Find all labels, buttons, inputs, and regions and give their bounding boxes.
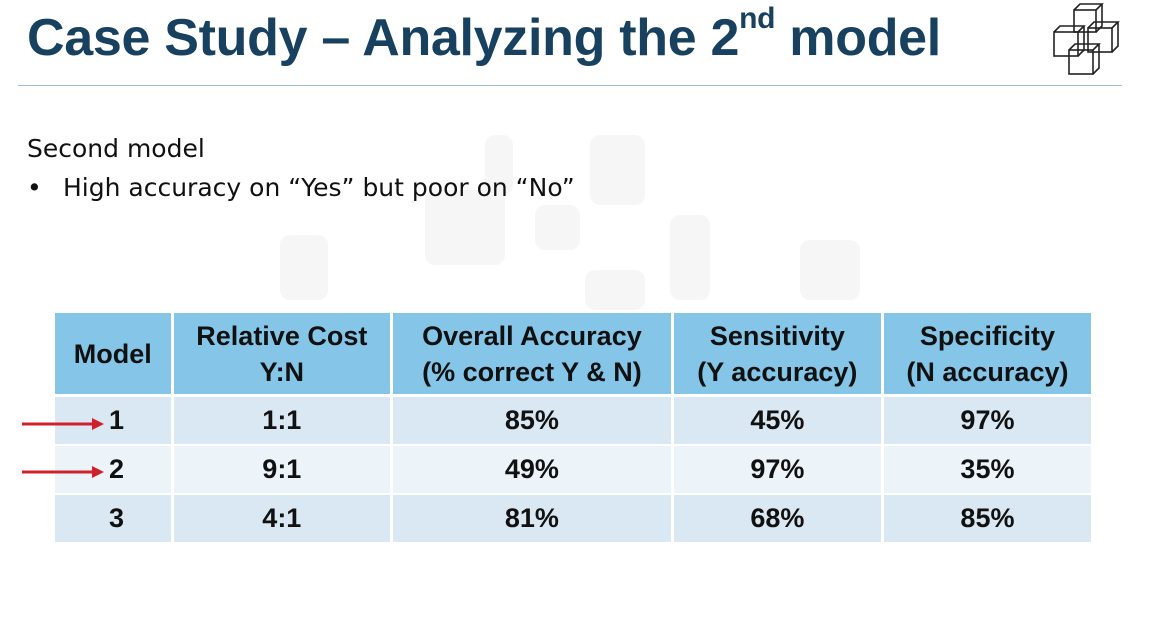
title-divider <box>18 85 1122 86</box>
subheading: Second model <box>27 134 205 163</box>
bullet-symbol: • <box>27 173 42 202</box>
watermark-shape <box>485 135 513 195</box>
arrow-right-icon <box>22 418 104 430</box>
cell-overall: 81% <box>393 495 671 544</box>
cell-cost: 4:1 <box>173 495 391 544</box>
header-label: Relative Cost <box>196 320 368 351</box>
cell-model: 1 <box>55 397 171 446</box>
header-label: Specificity <box>919 320 1055 351</box>
cell-specificity: 97% <box>883 397 1091 446</box>
bullet-text: High accuracy on “Yes” but poor on “No” <box>63 173 575 202</box>
watermark-shape <box>425 190 505 265</box>
header-sublabel: (% correct Y & N) <box>422 356 642 387</box>
cell-specificity: 85% <box>883 495 1091 544</box>
bullet-item: • High accuracy on “Yes” but poor on “No” <box>27 173 575 202</box>
header-model: Model <box>55 313 171 397</box>
cell-overall: 85% <box>393 397 671 446</box>
model-comparison-table: Model Relative Cost Y:N Overall Accuracy (… <box>55 313 1097 544</box>
header-sensitivity: Sensitivity (Y accuracy) <box>673 313 881 397</box>
cell-sensitivity: 97% <box>673 446 881 495</box>
cell-overall: 49% <box>393 446 671 495</box>
stacked-cubes-icon <box>1053 3 1120 75</box>
watermark-shape <box>800 240 860 300</box>
watermark-shape <box>535 205 580 250</box>
table-row: 2 9:1 49% 97% 35% <box>55 446 1091 495</box>
title-superscript: nd <box>739 2 776 35</box>
cell-cost: 1:1 <box>173 397 391 446</box>
table-header-row: Model Relative Cost Y:N Overall Accuracy (… <box>55 313 1091 397</box>
arrow-right-icon <box>22 466 104 478</box>
watermark-shape <box>670 215 710 300</box>
header-label: Model <box>73 338 152 369</box>
cell-specificity: 35% <box>883 446 1091 495</box>
header-relative-cost: Relative Cost Y:N <box>173 313 391 397</box>
table-row: 1 1:1 85% 45% 97% <box>55 397 1091 446</box>
header-label: Sensitivity <box>709 320 845 351</box>
header-sublabel: Y:N <box>259 356 305 387</box>
watermark-shape <box>280 235 328 300</box>
slide-title: Case Study – Analyzing the 2nd model <box>27 4 941 68</box>
header-label: Overall Accuracy <box>422 320 642 351</box>
title-text-end: model <box>775 9 941 67</box>
watermark-shape <box>585 270 645 310</box>
header-specificity: Specificity (N accuracy) <box>883 313 1091 397</box>
cell-model: 3 <box>55 495 171 544</box>
table-row: 3 4:1 81% 68% 85% <box>55 495 1091 544</box>
cell-sensitivity: 68% <box>673 495 881 544</box>
header-overall-accuracy: Overall Accuracy (% correct Y & N) <box>393 313 671 397</box>
cell-cost: 9:1 <box>173 446 391 495</box>
cell-sensitivity: 45% <box>673 397 881 446</box>
header-sublabel: (N accuracy) <box>906 356 1069 387</box>
header-sublabel: (Y accuracy) <box>697 356 858 387</box>
title-text: Case Study – Analyzing the 2 <box>27 9 740 67</box>
watermark-shape <box>590 135 645 205</box>
